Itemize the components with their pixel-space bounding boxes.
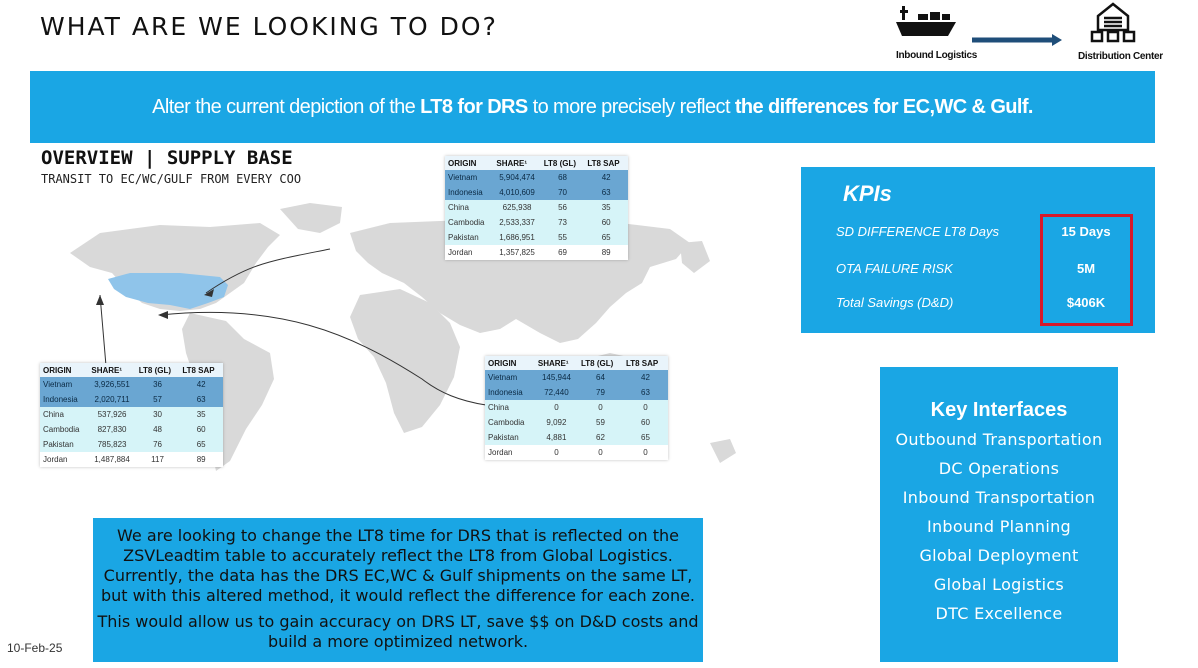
col-lt8-gl: LT8 (GL) <box>577 356 623 370</box>
kpi-panel: KPIs SD DIFFERENCE LT8 Days 15 Days OTA … <box>801 167 1155 333</box>
list-item: Outbound Transportation <box>895 430 1103 449</box>
table-row: Vietnam 145,944 64 42 <box>485 370 668 385</box>
table-row: Jordan 1,357,825 69 89 <box>445 245 628 260</box>
table-row: Jordan 1,487,884 117 89 <box>40 452 223 467</box>
table-row: China 0 0 0 <box>485 400 668 415</box>
list-item: DC Operations <box>938 459 1060 478</box>
table-row: Pakistan 4,881 62 65 <box>485 430 668 445</box>
gulf-supply-table: ORIGIN SHARE¹ LT8 (GL) LT8 SAP Vietnam 14… <box>485 356 668 460</box>
table-header: ORIGIN SHARE¹ LT8 (GL) LT8 SAP <box>485 356 668 370</box>
arrow-icon <box>972 34 1062 46</box>
col-share: SHARE¹ <box>88 363 136 377</box>
col-share: SHARE¹ <box>534 356 578 370</box>
inbound-logistics-label: Inbound Logistics <box>896 50 978 61</box>
distribution-center-label: Distribution Center <box>1078 51 1163 62</box>
table-row: Cambodia 827,830 48 60 <box>40 422 223 437</box>
kpi-value: 15 Days <box>1061 224 1111 239</box>
kpi-label: SD DIFFERENCE LT8 Days <box>836 224 1000 239</box>
description-paragraph: We are looking to change the LT8 time fo… <box>100 526 696 605</box>
table-header: ORIGIN SHARE¹ LT8 (GL) LT8 SAP <box>40 363 223 377</box>
col-lt8-sap: LT8 SAP <box>179 363 223 377</box>
description-box: We are looking to change the LT8 time fo… <box>93 518 703 662</box>
logistics-flow: Inbound Logistics Distribution Center <box>888 0 1188 66</box>
route-arrowheads <box>96 289 214 319</box>
us-highlight <box>108 273 228 309</box>
kpi-label: Total Savings (D&D) <box>836 295 954 310</box>
table-row: Jordan 0 0 0 <box>485 445 668 460</box>
col-lt8-gl: LT8 (GL) <box>135 363 180 377</box>
page-title: WHAT ARE WE LOOKING TO DO? <box>40 12 498 41</box>
kpi-value: $406K <box>1066 295 1106 310</box>
table-header: ORIGIN SHARE¹ LT8 (GL) LT8 SAP <box>445 156 628 170</box>
overview-subtitle: TRANSIT TO EC/WC/GULF FROM EVERY COO <box>41 172 302 186</box>
wc-supply-table: ORIGIN SHARE¹ LT8 (GL) LT8 SAP Vietnam 3,… <box>40 363 223 467</box>
col-share: SHARE¹ <box>493 156 541 170</box>
table-row: Cambodia 9,092 59 60 <box>485 415 668 430</box>
key-interfaces-panel: Key Interfaces Outbound Transportation D… <box>880 367 1118 662</box>
overview-title: OVERVIEW | SUPPLY BASE <box>41 147 293 169</box>
ship-icon <box>896 6 956 36</box>
kpi-value: 5M <box>1076 261 1096 276</box>
banner-text: Alter the current depiction of the LT8 f… <box>152 95 1033 118</box>
list-item: Inbound Planning <box>926 517 1072 536</box>
kpi-heading: KPIs <box>843 181 892 206</box>
table-row: Indonesia 2,020,711 57 63 <box>40 392 223 407</box>
list-item: Global Deployment <box>919 546 1079 565</box>
key-interfaces-list: Outbound Transportation DC Operations In… <box>880 428 1118 631</box>
col-origin: ORIGIN <box>40 363 89 377</box>
description-paragraph: This would allow us to gain accuracy on … <box>97 612 699 651</box>
table-row: China 625,938 56 35 <box>445 200 628 215</box>
key-interfaces-heading: Key Interfaces <box>930 399 1068 421</box>
col-lt8-gl: LT8 (GL) <box>540 156 585 170</box>
table-row: China 537,926 30 35 <box>40 407 223 422</box>
kpi-highlight-box <box>1040 214 1133 326</box>
slide-date: 10-Feb-25 <box>7 641 63 655</box>
table-row: Pakistan 1,686,951 55 65 <box>445 230 628 245</box>
objective-banner: Alter the current depiction of the LT8 f… <box>30 71 1155 143</box>
kpi-label: OTA FAILURE RISK <box>836 261 953 276</box>
table-row: Pakistan 785,823 76 65 <box>40 437 223 452</box>
col-origin: ORIGIN <box>485 356 535 370</box>
table-row: Vietnam 3,926,551 36 42 <box>40 377 223 392</box>
table-row: Cambodia 2,533,337 73 60 <box>445 215 628 230</box>
col-lt8-sap: LT8 SAP <box>622 356 668 370</box>
table-row: Indonesia 72,440 79 63 <box>485 385 668 400</box>
list-item: Inbound Transportation <box>902 488 1096 507</box>
flow-graphic <box>896 2 1136 46</box>
list-item: Global Logistics <box>933 575 1065 594</box>
list-item: DTC Excellence <box>935 604 1063 623</box>
ec-supply-table: ORIGIN SHARE¹ LT8 (GL) LT8 SAP Vietnam 5,… <box>445 156 628 260</box>
col-lt8-sap: LT8 SAP <box>584 156 628 170</box>
col-origin: ORIGIN <box>445 156 494 170</box>
warehouse-icon <box>1090 2 1136 43</box>
table-row: Vietnam 5,904,474 68 42 <box>445 170 628 185</box>
table-row: Indonesia 4,010,609 70 63 <box>445 185 628 200</box>
